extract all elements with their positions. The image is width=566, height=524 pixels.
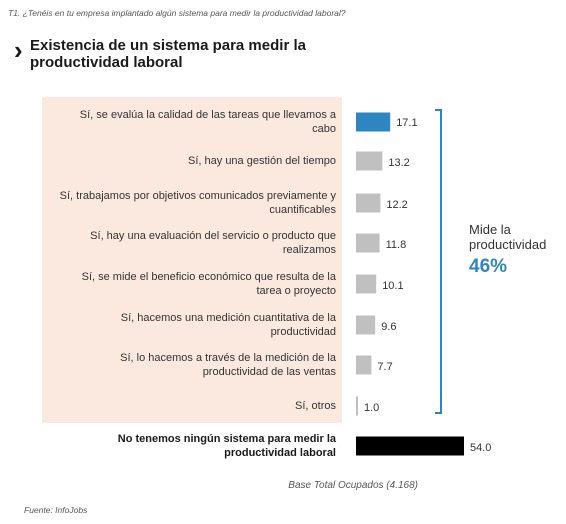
- chevron-right-icon: ›: [14, 35, 23, 65]
- value-label: 7.7: [377, 361, 393, 373]
- category-label: Sí, otros: [295, 400, 336, 412]
- category-label: Sí, hay una evaluación del servicio o pr…: [90, 230, 336, 256]
- bracket-line: [435, 109, 442, 414]
- category-label: Sí, hacemos una medición cuantitativa de…: [120, 312, 336, 338]
- value-label: 13.2: [388, 157, 410, 169]
- bar-8: [356, 396, 358, 416]
- bar-7: [356, 355, 372, 375]
- bracket-label: Mide la productividad: [469, 222, 547, 252]
- labels-panel: [42, 97, 342, 423]
- base-note: Base Total Ocupados (4.168): [288, 480, 418, 491]
- category-label: No tenemos ningún sistema para medir la …: [117, 433, 336, 459]
- value-label: 11.8: [385, 239, 407, 251]
- bar-1: [356, 112, 391, 132]
- category-label: Sí, trabajamos por objetivos comunicados…: [59, 190, 336, 216]
- category-label: Sí, se evalúa la calidad de las tareas q…: [79, 109, 336, 135]
- source-note: Fuente: InfoJobs: [24, 505, 88, 515]
- category-label: Sí, hay una gestión del tiempo: [188, 155, 336, 167]
- category-label: Sí, lo hacemos a través de la medición d…: [120, 352, 336, 378]
- bar-3: [356, 193, 381, 213]
- category-label: Sí, se mide el beneficio económico que r…: [81, 271, 336, 297]
- bracket-value: 46%: [469, 256, 508, 277]
- question-text: T1. ¿Tenéis en tu empresa implantado alg…: [8, 8, 346, 18]
- value-label: 12.2: [386, 199, 408, 211]
- bar-9: [356, 436, 464, 456]
- chart-title: Existencia de un sistema para medir la p…: [30, 37, 306, 71]
- bar-5: [356, 274, 377, 294]
- bar-6: [356, 315, 376, 335]
- value-label: 54.0: [470, 442, 492, 454]
- value-label: 9.6: [381, 321, 397, 333]
- value-label: 10.1: [382, 280, 404, 292]
- bar-4: [356, 233, 380, 253]
- value-label: 1.0: [364, 402, 380, 414]
- value-label: 17.1: [396, 117, 418, 129]
- bar-2: [356, 151, 383, 171]
